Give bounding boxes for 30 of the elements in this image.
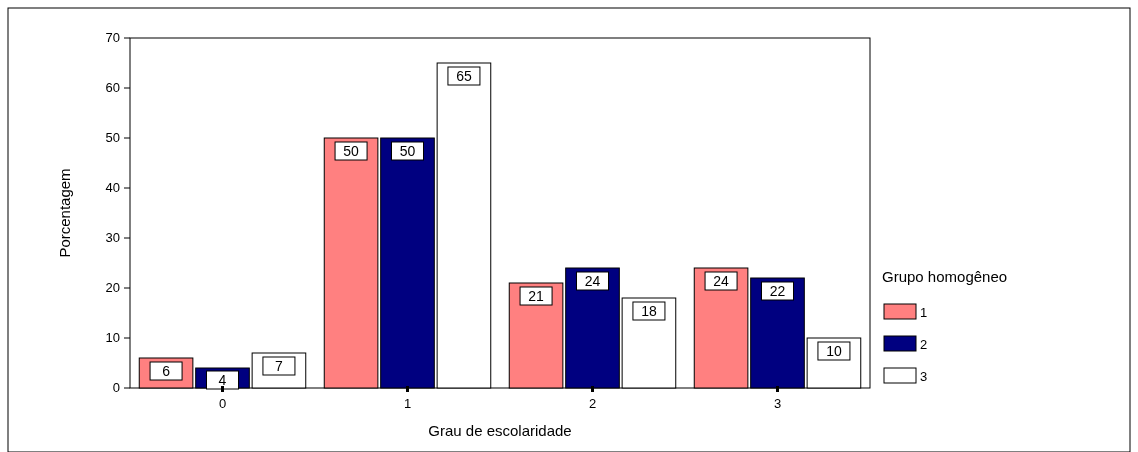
legend-label: 2 — [920, 337, 928, 352]
x-axis-title: Grau de escolaridade — [428, 422, 572, 439]
y-axis-title: Porcentagem — [56, 168, 73, 258]
data-label: 24 — [584, 273, 601, 289]
data-label: 18 — [641, 303, 657, 319]
data-label: 50 — [343, 143, 360, 159]
y-tick-label: 70 — [105, 30, 120, 45]
y-tick-label: 20 — [105, 280, 120, 295]
y-tick-label: 50 — [105, 130, 120, 145]
data-label: 10 — [826, 343, 842, 359]
data-label: 65 — [456, 68, 472, 84]
data-label: 24 — [713, 273, 730, 289]
x-tick-label: 3 — [773, 396, 782, 411]
data-label: 21 — [528, 288, 545, 304]
legend-label: 1 — [920, 305, 928, 320]
legend-title: Grupo homogêneo — [882, 268, 1008, 285]
data-label: 6 — [162, 363, 171, 379]
y-tick-label: 40 — [105, 180, 120, 195]
legend-label: 3 — [920, 369, 928, 384]
y-tick-label: 60 — [105, 80, 120, 95]
x-tick-label: 2 — [588, 396, 597, 411]
data-label: 4 — [218, 372, 227, 388]
data-label: 22 — [769, 283, 786, 299]
y-tick-label: 10 — [105, 330, 120, 345]
x-tick-label: 0 — [218, 396, 227, 411]
y-tick-label: 0 — [112, 380, 120, 395]
y-tick-label: 30 — [105, 230, 120, 245]
data-label: 7 — [275, 358, 284, 374]
data-label: 50 — [399, 143, 416, 159]
x-tick-label: 1 — [403, 396, 412, 411]
